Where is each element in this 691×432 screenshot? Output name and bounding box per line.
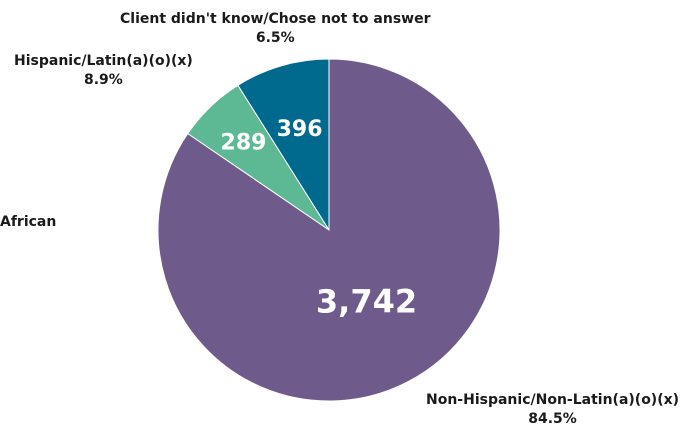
slice-non-hispanic [157,58,501,402]
slice-hispanic [237,58,330,232]
category-percent: 8.9% [83,72,123,88]
category-name: African [0,214,57,230]
value-non-hispanic: 3,742 [316,283,417,321]
category-name: Non-Hispanic/Non-Latin(a)(o)(x) [426,392,680,408]
value-hispanic: 396 [277,117,323,142]
value-not-answered: 289 [221,130,267,155]
category-name: Hispanic/Latin(a)(o)(x) [14,53,193,69]
pie-value-labels: 396 289 3,742 [221,117,418,321]
category-name: Client didn't know/Chose not to answer [120,11,431,27]
category-label-african: African [0,213,56,232]
category-label-not-answered: Client didn't know/Chose not to answer 6… [120,10,430,48]
category-percent: 6.5% [255,30,295,46]
category-label-hispanic: Hispanic/Latin(a)(o)(x) 8.9% [14,52,193,90]
pie-slices [157,58,501,402]
category-label-non-hispanic: Non-Hispanic/Non-Latin(a)(o)(x) 84.5% [426,391,679,429]
category-percent: 84.5% [528,411,577,427]
